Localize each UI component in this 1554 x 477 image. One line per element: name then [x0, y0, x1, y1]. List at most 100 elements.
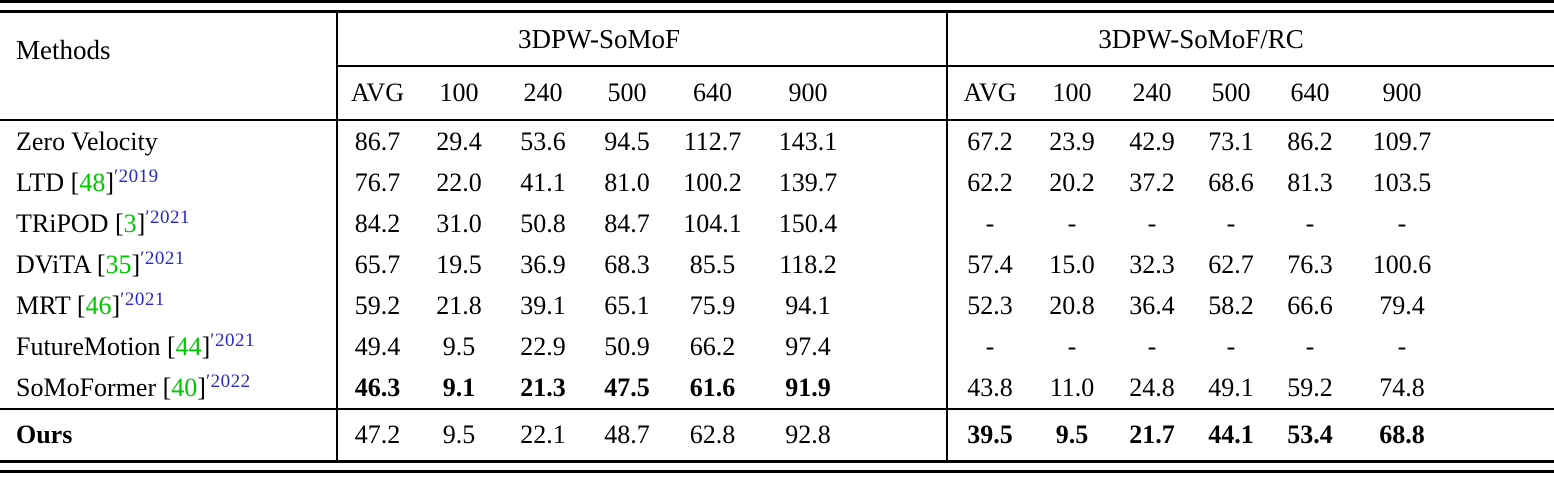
metric-value: 36.9 — [520, 249, 566, 279]
citation-bracket: [ — [162, 372, 172, 402]
metric-value: - — [1067, 208, 1077, 238]
group-header-3dpw-somof-rc: 3DPW-SoMoF/RC — [946, 13, 1554, 67]
method-name: TRiPOD [3]′2021 — [0, 203, 337, 244]
method-label: LTD — [16, 167, 71, 197]
methods-header: Methods — [0, 13, 337, 121]
column-header-row: AVG 100 240 500 640 900 AVG 100 240 500 … — [0, 66, 1554, 121]
metric-value: - — [1305, 331, 1315, 361]
metric-value: 139.7 — [778, 167, 838, 197]
year-superscript: ′2022 — [205, 370, 251, 392]
metric-value: 85.5 — [689, 249, 736, 279]
metric-value: 76.3 — [1287, 249, 1333, 279]
metric-value: 68.8 — [1350, 408, 1554, 460]
column-header-900-rc: 900 — [1350, 66, 1554, 121]
metric-value: - — [1397, 331, 1407, 361]
metric-value: 43.8 — [946, 367, 1033, 409]
metric-value: 62.7 — [1208, 249, 1254, 279]
metric-value: 29.4 — [436, 126, 482, 156]
table-row-mrt: MRT [46]′2021 59.2 21.8 39.1 65.1 75.9 9… — [0, 285, 1554, 326]
metric-value: 59.2 — [336, 285, 417, 326]
metric-value: 92.8 — [756, 408, 948, 460]
metric-value: 74.8 — [1379, 372, 1425, 402]
group-header-3dpw-somof: 3DPW-SoMoF — [335, 13, 948, 67]
metric-value: 9.1 — [442, 372, 476, 402]
metric-value: 65.1 — [604, 290, 650, 320]
metric-value: 22.1 — [501, 408, 585, 460]
column-header-640-rc: 640 — [1270, 66, 1351, 121]
citation-bracket: [ — [76, 290, 86, 320]
method-name: MRT [46]′2021 — [0, 285, 337, 326]
method-name: FutureMotion [44]′2021 — [0, 326, 337, 367]
metric-value: 79.4 — [1379, 290, 1425, 320]
table-top-rule — [0, 0, 1554, 13]
year-superscript: ′2021 — [140, 247, 185, 269]
year-superscript: ′2019 — [114, 165, 159, 187]
metric-value: 100.6 — [1372, 249, 1432, 279]
group-header-row: Methods 3DPW-SoMoF 3DPW-SoMoF/RC — [0, 13, 1554, 121]
column-header-500-rc: 500 — [1192, 66, 1271, 121]
metric-value: 91.9 — [785, 372, 831, 402]
citation-number: 35 — [105, 249, 132, 279]
method-name: LTD [48]′2019 — [0, 162, 337, 203]
citation-bracket: ] — [105, 167, 114, 197]
metric-value: 49.4 — [336, 326, 417, 367]
metric-value: 53.6 — [520, 126, 566, 156]
metric-value: 39.5 — [946, 408, 1033, 460]
citation-number: 40 — [171, 372, 198, 402]
metric-value: 100.2 — [683, 167, 742, 197]
metric-value: 52.3 — [946, 285, 1033, 326]
metric-value: 46.3 — [336, 367, 417, 409]
table-row-tripod: TRiPOD [3]′2021 84.2 31.0 50.8 84.7 104.… — [0, 203, 1554, 244]
citation-bracket: ] — [197, 372, 206, 402]
metric-value: 104.1 — [683, 208, 742, 238]
metric-value: 81.3 — [1287, 167, 1333, 197]
metric-value: 50.8 — [520, 208, 566, 238]
metric-value: 20.8 — [1049, 290, 1095, 320]
column-header-640: 640 — [669, 66, 756, 121]
method-name: Zero Velocity — [0, 120, 337, 162]
year-superscript: ′2021 — [210, 329, 255, 351]
column-header-500: 500 — [585, 66, 669, 121]
metric-value: 9.5 — [417, 408, 501, 460]
citation-number: 44 — [175, 331, 202, 361]
citation-bracket: ] — [131, 249, 141, 279]
metric-value: 41.1 — [520, 167, 566, 197]
column-header-avg: AVG — [336, 66, 417, 121]
metric-value: 75.9 — [689, 290, 736, 320]
metric-value: 24.8 — [1129, 372, 1175, 402]
year-superscript: ′2021 — [145, 206, 190, 228]
citation-bracket: ] — [136, 208, 146, 238]
metric-value: 150.4 — [778, 208, 838, 238]
metric-value: 118.2 — [779, 249, 837, 279]
table-row-somoformer: SoMoFormer [40]′2022 46.3 9.1 21.3 47.5 … — [0, 367, 1554, 409]
metric-value: 50.9 — [604, 331, 650, 361]
metric-value: 44.1 — [1192, 408, 1271, 460]
benchmark-table: Methods 3DPW-SoMoF 3DPW-SoMoF/RC AVG 100… — [0, 13, 1554, 460]
metric-value: 15.0 — [1049, 249, 1095, 279]
metric-value: 59.2 — [1287, 372, 1333, 402]
metric-value: 22.9 — [520, 331, 566, 361]
metric-value: 62.2 — [946, 162, 1033, 203]
metric-value: - — [1397, 208, 1407, 238]
method-name: SoMoFormer [40]′2022 — [0, 367, 337, 409]
method-label: FutureMotion — [16, 331, 167, 361]
column-header-240: 240 — [501, 66, 585, 121]
metric-value: 86.7 — [336, 120, 417, 162]
column-header-100: 100 — [417, 66, 501, 121]
method-label: SoMoFormer — [16, 372, 163, 402]
metric-value: 67.2 — [946, 120, 1033, 162]
method-name: DViTA [35]′2021 — [0, 244, 337, 285]
metric-value: 21.8 — [436, 290, 482, 320]
metric-value: 21.7 — [1112, 408, 1193, 460]
method-label: TRiPOD — [16, 208, 115, 238]
metric-value: 68.3 — [604, 249, 650, 279]
ours-row: Ours 47.2 9.5 22.1 48.7 62.8 92.8 39.5 9… — [0, 408, 1554, 460]
column-header-avg-rc: AVG — [946, 66, 1033, 121]
metric-value: 94.1 — [785, 290, 831, 320]
metric-value: 53.4 — [1270, 408, 1351, 460]
method-label: DViTA — [16, 249, 97, 279]
table-row-ltd: LTD [48]′2019 76.7 22.0 41.1 81.0 100.2 … — [0, 162, 1554, 203]
metric-value: 109.7 — [1372, 126, 1432, 156]
citation-bracket: [ — [166, 331, 176, 361]
